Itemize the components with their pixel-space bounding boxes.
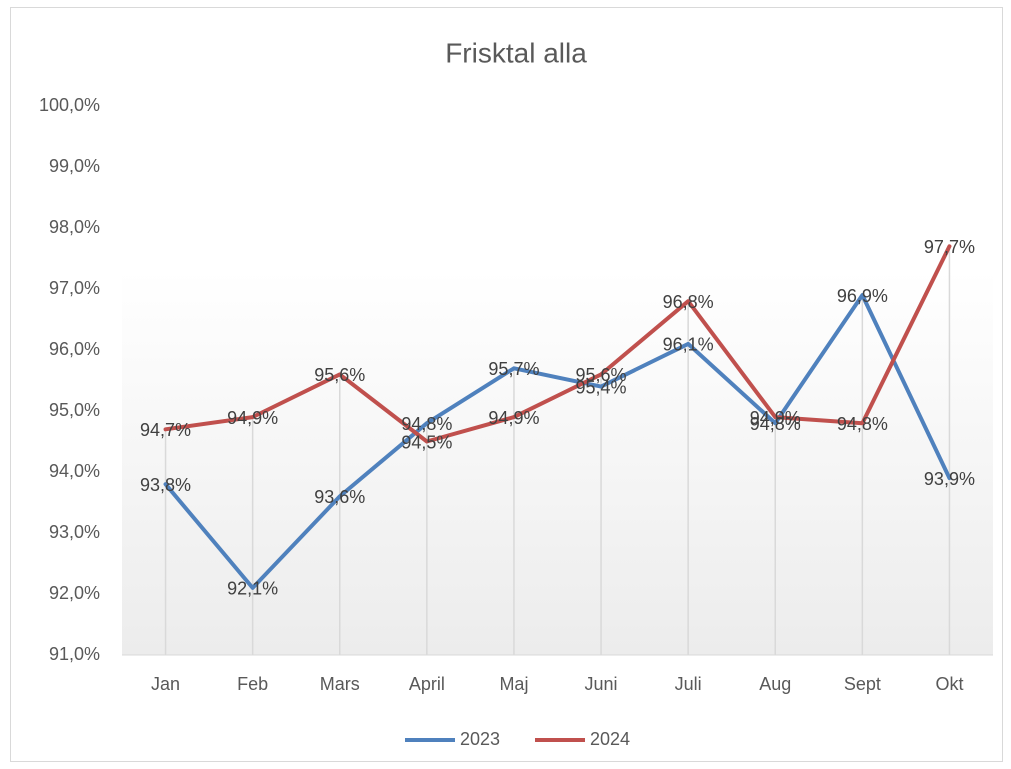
y-tick-label: 96,0% — [49, 339, 100, 359]
plot-area — [122, 106, 993, 655]
data-label: 95,4% — [576, 377, 627, 397]
series-line — [163, 293, 952, 590]
series-line — [163, 244, 952, 444]
data-label: 94,9% — [488, 408, 539, 428]
x-tick-label: Aug — [759, 674, 791, 694]
x-tick-label: Maj — [499, 674, 528, 694]
x-tick-label: Juni — [585, 674, 618, 694]
data-label: 96,1% — [663, 335, 714, 355]
data-label: 93,8% — [140, 475, 191, 495]
data-label: 94,8% — [837, 414, 888, 434]
data-label: 93,9% — [924, 469, 975, 489]
data-label: 96,9% — [837, 286, 888, 306]
data-label: 92,1% — [227, 579, 278, 599]
data-label: 95,6% — [576, 365, 627, 385]
data-label: 94,9% — [227, 408, 278, 428]
data-label: 96,8% — [663, 292, 714, 312]
x-tick-label: Mars — [320, 674, 360, 694]
x-tick-label: Feb — [237, 674, 268, 694]
data-label: 95,6% — [314, 365, 365, 385]
data-label: 94,8% — [401, 414, 452, 434]
legend-label: 2023 — [460, 729, 500, 749]
legend-label: 2024 — [590, 729, 630, 749]
data-label: 94,7% — [140, 420, 191, 440]
y-tick-label: 91,0% — [49, 644, 100, 664]
x-tick-label: Sept — [844, 674, 881, 694]
data-label: 94,8% — [750, 414, 801, 434]
chart-title: Frisktal alla — [445, 37, 587, 68]
y-tick-label: 97,0% — [49, 278, 100, 298]
x-tick-label: Okt — [935, 674, 963, 694]
y-tick-label: 93,0% — [49, 522, 100, 542]
data-label: 93,6% — [314, 487, 365, 507]
y-tick-label: 98,0% — [49, 217, 100, 237]
y-tick-label: 95,0% — [49, 400, 100, 420]
data-label: 95,7% — [488, 359, 539, 379]
data-label: 94,9% — [750, 408, 801, 428]
y-tick-label: 100,0% — [39, 95, 100, 115]
data-label: 94,5% — [401, 432, 452, 452]
x-tick-label: Jan — [151, 674, 180, 694]
x-tick-label: Juli — [675, 674, 702, 694]
data-label: 97,7% — [924, 237, 975, 257]
x-tick-label: April — [409, 674, 445, 694]
y-tick-label: 94,0% — [49, 461, 100, 481]
y-tick-label: 92,0% — [49, 583, 100, 603]
y-tick-label: 99,0% — [49, 156, 100, 176]
